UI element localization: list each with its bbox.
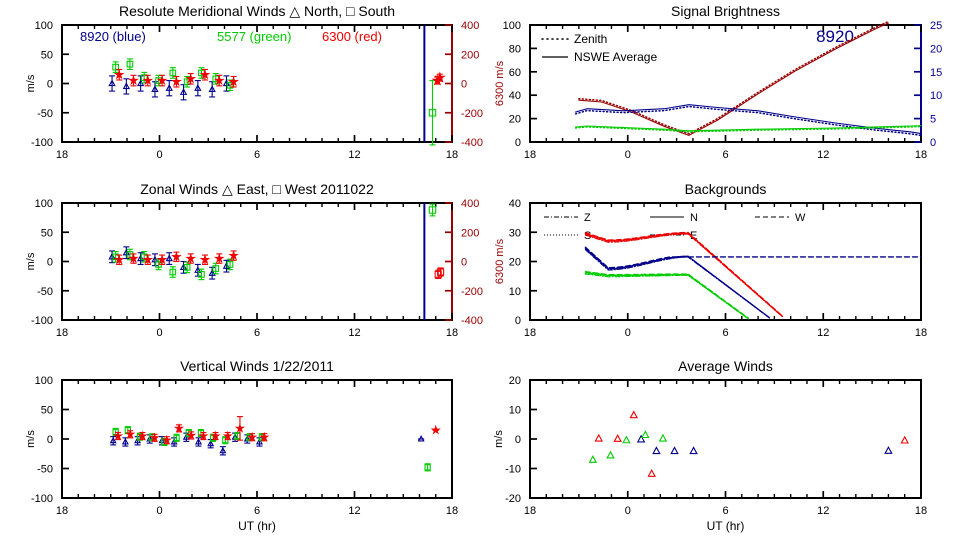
- svg-text:0: 0: [930, 137, 936, 149]
- svg-text:18: 18: [524, 505, 536, 517]
- svg-text:-400: -400: [461, 137, 483, 149]
- svg-text:18: 18: [915, 327, 927, 339]
- svg-text:Vertical Winds 1/22/2011: Vertical Winds 1/22/2011: [180, 358, 334, 374]
- svg-text:80: 80: [509, 43, 521, 55]
- svg-text:-50: -50: [37, 108, 53, 120]
- svg-text:6300 (red): 6300 (red): [322, 29, 382, 44]
- svg-text:UT (hr): UT (hr): [707, 519, 745, 533]
- svg-text:18: 18: [446, 327, 458, 339]
- svg-text:-100: -100: [31, 315, 53, 327]
- svg-text:0: 0: [515, 434, 521, 446]
- svg-text:12: 12: [817, 149, 829, 161]
- svg-text:400: 400: [461, 20, 479, 32]
- svg-text:-200: -200: [461, 108, 483, 120]
- svg-text:20: 20: [930, 43, 942, 55]
- svg-text:Zonal Winds △ East, □ West: Zonal Winds △ East, □ West 2011022: [140, 181, 374, 197]
- svg-text:Average Winds: Average Winds: [678, 358, 773, 374]
- svg-text:Zenith: Zenith: [574, 32, 607, 46]
- svg-text:0: 0: [156, 149, 162, 161]
- svg-text:-20: -20: [505, 493, 521, 505]
- svg-text:100: 100: [35, 198, 53, 210]
- svg-text:W: W: [795, 212, 806, 224]
- svg-text:-10: -10: [505, 464, 521, 476]
- svg-text:0: 0: [515, 315, 521, 327]
- svg-text:100: 100: [503, 20, 521, 32]
- svg-text:15: 15: [930, 67, 942, 79]
- svg-text:60: 60: [509, 67, 521, 79]
- svg-text:40: 40: [509, 198, 521, 210]
- svg-text:10: 10: [509, 286, 521, 298]
- svg-text:-50: -50: [37, 464, 53, 476]
- svg-text:0: 0: [47, 434, 53, 446]
- svg-text:12: 12: [817, 327, 829, 339]
- svg-text:6: 6: [722, 505, 728, 517]
- svg-text:N: N: [690, 212, 698, 224]
- svg-text:100: 100: [35, 375, 53, 387]
- svg-text:12: 12: [348, 327, 360, 339]
- svg-text:6: 6: [722, 149, 728, 161]
- svg-text:Z: Z: [584, 212, 591, 224]
- svg-text:10: 10: [930, 90, 942, 102]
- svg-text:40: 40: [509, 90, 521, 102]
- svg-text:50: 50: [41, 49, 53, 61]
- svg-text:m/s: m/s: [25, 252, 37, 270]
- svg-text:5: 5: [930, 114, 936, 126]
- svg-text:6: 6: [722, 327, 728, 339]
- svg-text:m/s: m/s: [25, 430, 37, 448]
- svg-text:-100: -100: [31, 137, 53, 149]
- svg-text:25: 25: [930, 20, 942, 32]
- svg-text:6300 m/s: 6300 m/s: [494, 238, 506, 284]
- svg-text:6: 6: [254, 149, 260, 161]
- svg-text:0: 0: [156, 505, 162, 517]
- svg-text:18: 18: [915, 505, 927, 517]
- svg-text:0: 0: [156, 327, 162, 339]
- svg-text:20: 20: [509, 375, 521, 387]
- svg-text:18: 18: [56, 149, 68, 161]
- svg-text:Signal Brightness: Signal Brightness: [671, 3, 780, 19]
- svg-text:18: 18: [915, 149, 927, 161]
- svg-text:5577 (green): 5577 (green): [217, 29, 291, 44]
- svg-text:50: 50: [41, 405, 53, 417]
- svg-text:NSWE Average: NSWE Average: [574, 50, 657, 64]
- svg-text:8920 (blue): 8920 (blue): [80, 29, 146, 44]
- svg-text:18: 18: [524, 149, 536, 161]
- svg-text:-100: -100: [31, 493, 53, 505]
- svg-text:12: 12: [817, 505, 829, 517]
- svg-text:18: 18: [446, 149, 458, 161]
- svg-text:0: 0: [625, 149, 631, 161]
- svg-text:18: 18: [446, 505, 458, 517]
- svg-text:18: 18: [56, 505, 68, 517]
- svg-text:Resolute Meridional Winds △: Resolute Meridional Winds △ North, □ Sou…: [119, 3, 395, 19]
- svg-text:0: 0: [47, 79, 53, 91]
- svg-text:18: 18: [56, 327, 68, 339]
- svg-text:Backgrounds: Backgrounds: [685, 181, 767, 197]
- svg-text:0: 0: [625, 505, 631, 517]
- svg-text:100: 100: [35, 20, 53, 32]
- svg-text:200: 200: [461, 49, 479, 61]
- svg-text:m/s: m/s: [493, 430, 505, 448]
- svg-text:12: 12: [348, 505, 360, 517]
- svg-text:400: 400: [461, 198, 479, 210]
- svg-text:30: 30: [509, 227, 521, 239]
- svg-text:6: 6: [254, 505, 260, 517]
- svg-text:-400: -400: [461, 315, 483, 327]
- svg-text:m/s: m/s: [25, 74, 37, 92]
- svg-text:20: 20: [509, 114, 521, 126]
- svg-text:10: 10: [509, 405, 521, 417]
- svg-text:6: 6: [254, 327, 260, 339]
- svg-text:18: 18: [524, 327, 536, 339]
- svg-text:0: 0: [461, 79, 467, 91]
- svg-text:6300 m/s: 6300 m/s: [494, 60, 506, 106]
- svg-text:0: 0: [515, 137, 521, 149]
- svg-text:12: 12: [348, 149, 360, 161]
- svg-text:UT (hr): UT (hr): [238, 519, 276, 533]
- svg-text:20: 20: [509, 257, 521, 269]
- svg-text:200: 200: [461, 227, 479, 239]
- svg-text:0: 0: [625, 327, 631, 339]
- svg-text:0: 0: [47, 257, 53, 269]
- svg-text:-200: -200: [461, 286, 483, 298]
- svg-text:-50: -50: [37, 286, 53, 298]
- svg-text:0: 0: [461, 257, 467, 269]
- svg-text:50: 50: [41, 227, 53, 239]
